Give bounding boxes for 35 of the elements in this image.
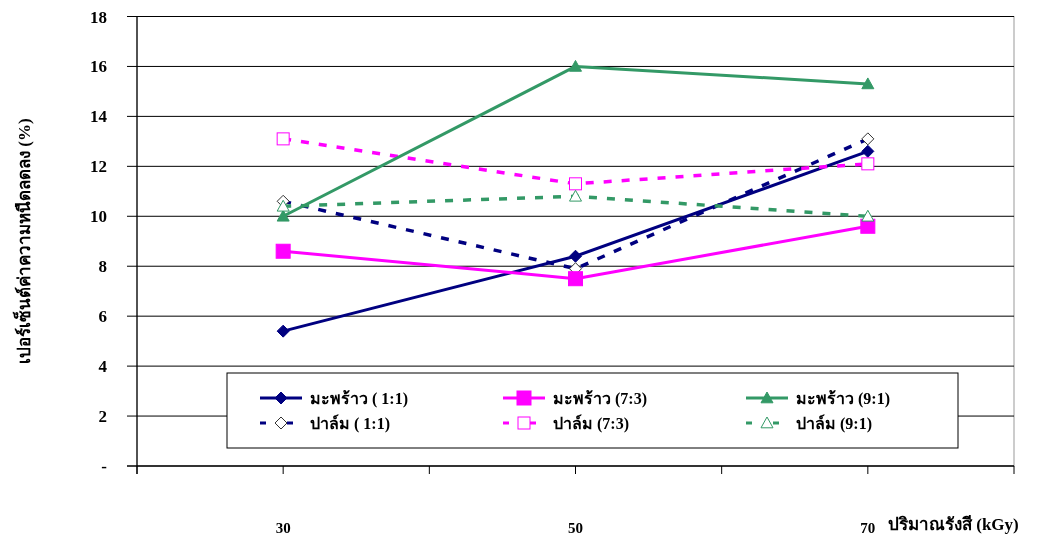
point	[276, 209, 290, 222]
y-axis-title: เปอร์เซ็นต์ค่าความหนืดลดลง (%)	[12, 118, 34, 365]
x-tick-label: 30	[275, 520, 291, 536]
y-tick-label: 2	[98, 407, 107, 427]
legend-label: มะพร้าว (9:1)	[796, 390, 890, 408]
point	[568, 271, 583, 287]
x-tick-label: 50	[568, 520, 583, 536]
y-tick-label: 14	[90, 107, 108, 127]
y-tick-label: 16	[90, 57, 107, 77]
point	[569, 189, 582, 202]
point	[861, 77, 875, 90]
point	[275, 243, 291, 259]
y-tick-label: 4	[98, 357, 108, 377]
point	[569, 59, 582, 72]
x-axis-title: ปริมาณรังสี (kGy)	[888, 514, 1019, 534]
y-tick-label: 12	[90, 157, 107, 177]
y-tick-label: -	[101, 457, 108, 476]
legend-label: มะพร้าว ( 1:1)	[310, 390, 408, 408]
point	[276, 132, 290, 146]
point	[861, 144, 875, 158]
legend-label: ปาล์ม (9:1)	[796, 414, 872, 433]
point	[861, 157, 875, 171]
legend-label: ปาล์ม ( 1:1)	[310, 414, 390, 433]
point	[569, 177, 582, 191]
legend-label: ปาล์ม (7:3)	[553, 414, 629, 433]
legend-label: มะพร้าว (7:3)	[553, 390, 647, 408]
x-tick-label: 70	[860, 520, 876, 536]
point	[569, 249, 582, 263]
y-tick-label: 8	[98, 257, 107, 277]
point	[276, 324, 290, 338]
point	[861, 209, 875, 222]
y-tick-label: 6	[98, 307, 107, 327]
y-tick-label: 18	[90, 7, 107, 27]
point	[276, 199, 290, 212]
y-tick-label: 10	[90, 207, 107, 227]
